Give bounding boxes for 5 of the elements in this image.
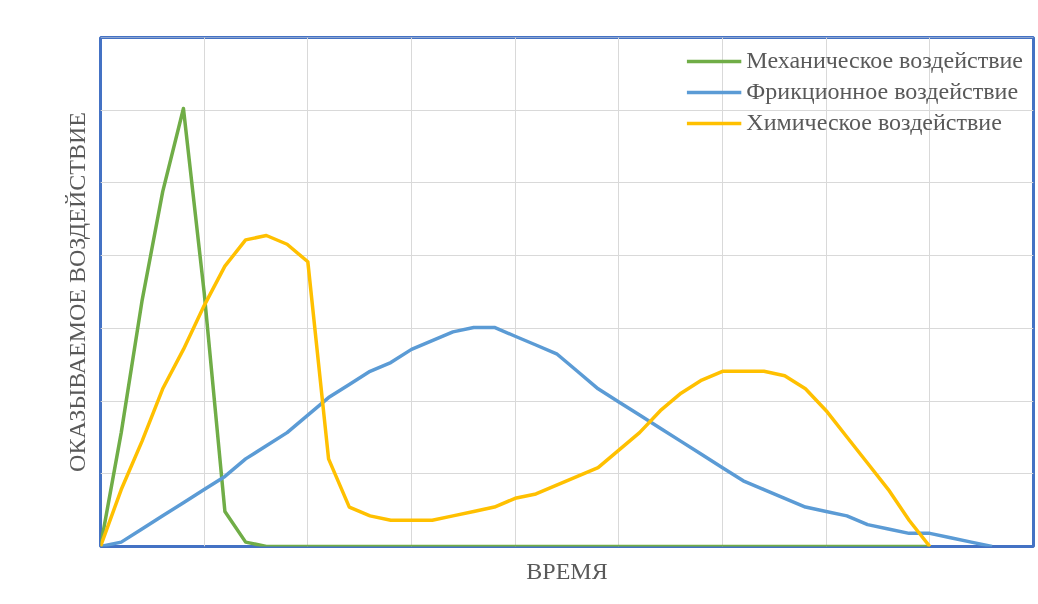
x-axis-title: ВРЕМЯ [526,557,608,584]
legend-label: Химическое воздействие [746,109,1002,136]
y-axis-title: ОКАЗЫВАЕМОЕ ВОЗДЕЙСТВИЕ [63,112,90,472]
legend-label: Фрикционное воздействие [746,78,1019,105]
legend-label: Механическое воздействие [746,47,1023,74]
